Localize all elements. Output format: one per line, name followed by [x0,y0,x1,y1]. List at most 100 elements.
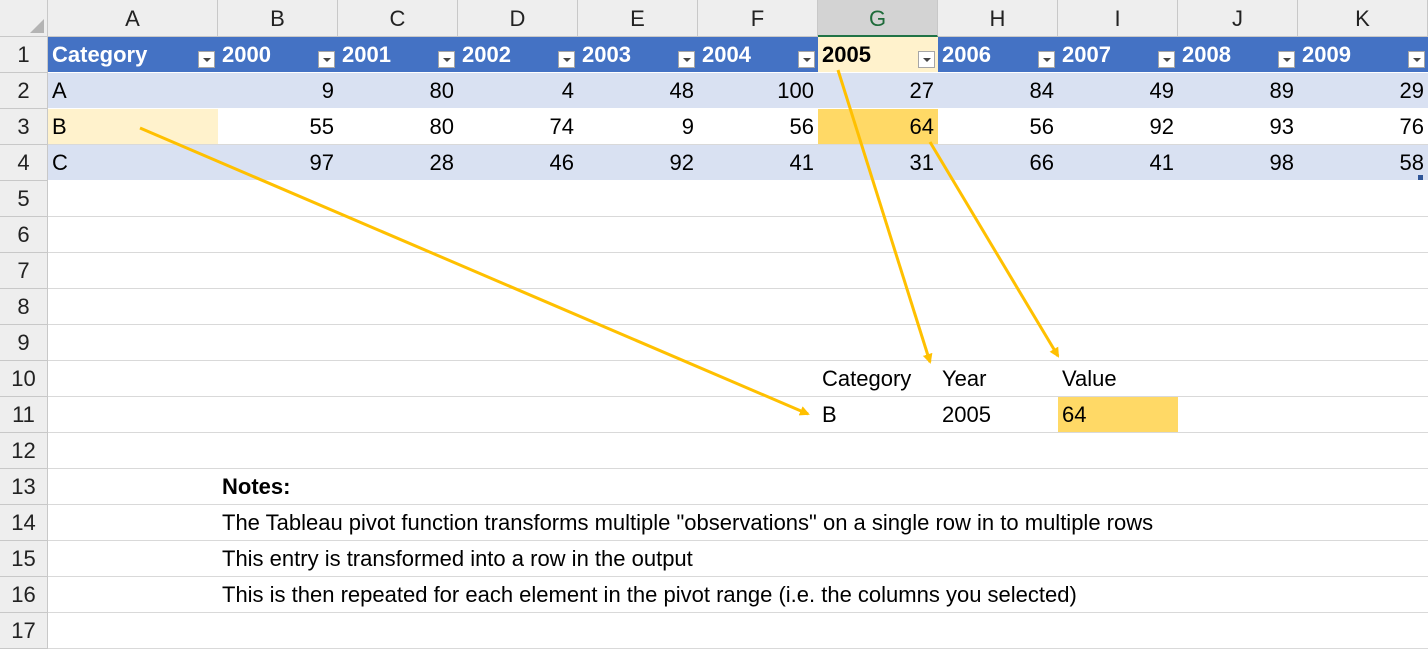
row-header-11[interactable]: 11 [0,397,48,433]
table-value-cell[interactable]: 4 [458,73,578,109]
cell-h13[interactable] [938,469,1058,505]
cell-c7[interactable] [338,253,458,289]
cell-h7[interactable] [938,253,1058,289]
cell-i9[interactable] [1058,325,1178,361]
cell-j7[interactable] [1178,253,1298,289]
cell-f17[interactable] [698,613,818,649]
cell-d6[interactable] [458,217,578,253]
cell-d8[interactable] [458,289,578,325]
cell-c11[interactable] [338,397,458,433]
cell-a17[interactable] [48,613,218,649]
cell-d12[interactable] [458,433,578,469]
cell-h8[interactable] [938,289,1058,325]
cell-e8[interactable] [578,289,698,325]
table-header-year[interactable]: 2004 [698,37,818,73]
cell-i8[interactable] [1058,289,1178,325]
table-header-year[interactable]: 2000 [218,37,338,73]
cell-a15[interactable] [48,541,218,577]
table-value-cell[interactable]: 84 [938,73,1058,109]
cell-h9[interactable] [938,325,1058,361]
output-header-category[interactable]: Category [818,361,938,397]
table-value-cell[interactable]: 92 [1058,109,1178,145]
cell-k9[interactable] [1298,325,1428,361]
cell-e6[interactable] [578,217,698,253]
cell-f8[interactable] [698,289,818,325]
notes-line[interactable]: The Tableau pivot function transforms mu… [218,505,1398,541]
column-header-d[interactable]: D [458,0,578,37]
cell-j17[interactable] [1178,613,1298,649]
row-header-10[interactable]: 10 [0,361,48,397]
table-value-cell[interactable]: 55 [218,109,338,145]
table-value-cell[interactable]: 28 [338,145,458,181]
cell-b12[interactable] [218,433,338,469]
table-header-year[interactable]: 2006 [938,37,1058,73]
table-value-cell[interactable]: 100 [698,73,818,109]
dropdown-arrow-icon[interactable] [1408,51,1425,68]
dropdown-arrow-icon[interactable] [918,51,935,68]
table-header-year[interactable]: 2005 [818,37,938,73]
cell-h6[interactable] [938,217,1058,253]
column-header-e[interactable]: E [578,0,698,37]
output-header-value[interactable]: Value [1058,361,1178,397]
cell-j11[interactable] [1178,397,1298,433]
column-header-i[interactable]: I [1058,0,1178,37]
table-value-cell[interactable]: 97 [218,145,338,181]
cell-k5[interactable] [1298,181,1428,217]
cell-k12[interactable] [1298,433,1428,469]
cell-d10[interactable] [458,361,578,397]
table-value-cell[interactable]: 49 [1058,73,1178,109]
row-header-13[interactable]: 13 [0,469,48,505]
row-header-14[interactable]: 14 [0,505,48,541]
cell-e5[interactable] [578,181,698,217]
cell-g6[interactable] [818,217,938,253]
table-value-cell[interactable]: 48 [578,73,698,109]
cell-i7[interactable] [1058,253,1178,289]
cell-d9[interactable] [458,325,578,361]
cell-i17[interactable] [1058,613,1178,649]
table-header-year[interactable]: 2008 [1178,37,1298,73]
cell-e13[interactable] [578,469,698,505]
cell-b10[interactable] [218,361,338,397]
cell-c5[interactable] [338,181,458,217]
cell-j6[interactable] [1178,217,1298,253]
table-value-cell[interactable]: 92 [578,145,698,181]
cell-b7[interactable] [218,253,338,289]
cell-a7[interactable] [48,253,218,289]
table-category-cell[interactable]: A [48,73,218,109]
cell-f9[interactable] [698,325,818,361]
cell-b5[interactable] [218,181,338,217]
column-header-j[interactable]: J [1178,0,1298,37]
dropdown-arrow-icon[interactable] [1158,51,1175,68]
cell-g17[interactable] [818,613,938,649]
cell-c9[interactable] [338,325,458,361]
cell-j9[interactable] [1178,325,1298,361]
cell-k11[interactable] [1298,397,1428,433]
output-header-year[interactable]: Year [938,361,1058,397]
table-value-cell[interactable]: 58 [1298,145,1428,181]
cell-a9[interactable] [48,325,218,361]
column-header-a[interactable]: A [48,0,218,37]
cell-e10[interactable] [578,361,698,397]
cell-b17[interactable] [218,613,338,649]
row-header-17[interactable]: 17 [0,613,48,649]
cell-a14[interactable] [48,505,218,541]
cell-i6[interactable] [1058,217,1178,253]
cell-h12[interactable] [938,433,1058,469]
row-header-4[interactable]: 4 [0,145,48,181]
cell-e7[interactable] [578,253,698,289]
cell-c6[interactable] [338,217,458,253]
table-resize-handle[interactable] [1418,175,1423,180]
select-all-corner[interactable] [0,0,48,37]
table-value-cell[interactable]: 66 [938,145,1058,181]
column-header-b[interactable]: B [218,0,338,37]
cell-c12[interactable] [338,433,458,469]
cell-k17[interactable] [1298,613,1428,649]
table-value-cell[interactable]: 46 [458,145,578,181]
table-header-year[interactable]: 2002 [458,37,578,73]
cell-c8[interactable] [338,289,458,325]
cell-d7[interactable] [458,253,578,289]
cell-b11[interactable] [218,397,338,433]
row-header-6[interactable]: 6 [0,217,48,253]
table-value-cell[interactable]: 9 [578,109,698,145]
cell-k13[interactable] [1298,469,1428,505]
